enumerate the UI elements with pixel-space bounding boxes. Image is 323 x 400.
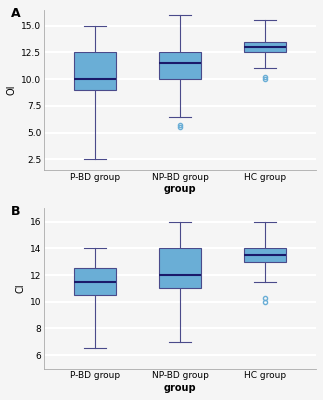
Y-axis label: OI: OI: [7, 84, 17, 95]
PathPatch shape: [159, 52, 201, 79]
Text: A: A: [11, 6, 21, 20]
PathPatch shape: [244, 42, 286, 52]
PathPatch shape: [74, 52, 116, 90]
PathPatch shape: [74, 268, 116, 295]
X-axis label: group: group: [164, 184, 196, 194]
Y-axis label: CI: CI: [16, 284, 26, 293]
PathPatch shape: [159, 248, 201, 288]
Text: B: B: [11, 205, 21, 218]
PathPatch shape: [244, 248, 286, 262]
X-axis label: group: group: [164, 383, 196, 393]
